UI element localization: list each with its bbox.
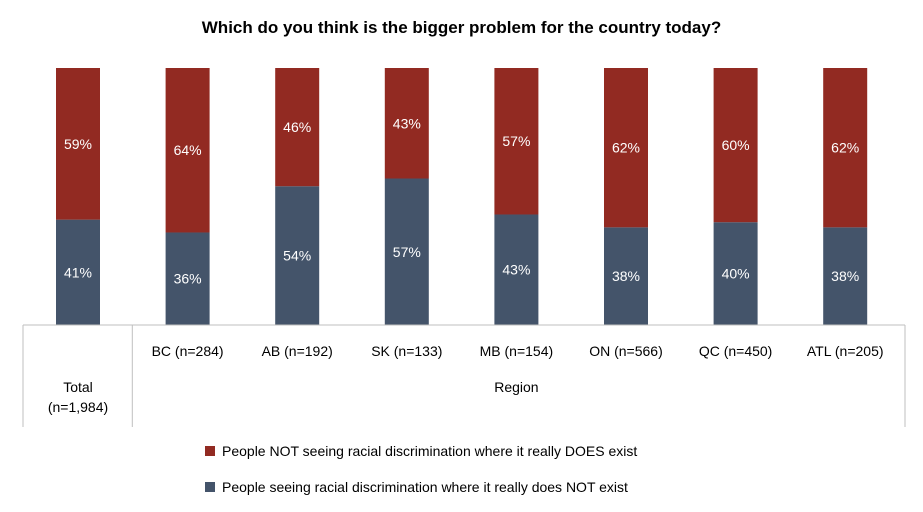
bar-segment-not-exist — [604, 227, 648, 325]
legend-swatch — [205, 482, 215, 492]
legend-label: People seeing racial discrimination wher… — [222, 479, 628, 495]
bar-segment-not-exist — [384, 178, 429, 325]
data-label: 64% — [174, 142, 202, 158]
legend: People NOT seeing racial discrimination … — [205, 440, 637, 512]
bar-segment-does-exist — [494, 68, 539, 215]
data-label: 43% — [502, 262, 530, 278]
category-axis: Total (n=1,984) BC (n=284) AB (n=192) SK (n=… — [22, 324, 906, 427]
bar-segment-does-exist — [384, 68, 429, 179]
legend-item: People NOT seeing racial discrimination … — [205, 440, 637, 462]
bar-segment-not-exist — [56, 219, 100, 325]
group-label: Region — [494, 379, 538, 395]
bar-segment-not-exist — [494, 214, 539, 325]
bar-segment-does-exist — [165, 68, 210, 233]
data-label: 62% — [612, 140, 640, 156]
bar-segment-does-exist — [604, 68, 648, 228]
data-label: 46% — [283, 119, 311, 135]
tick-label: BC (n=284) — [152, 343, 224, 359]
bars-layer: 41% 59% 36% 64% 54% 46% 57% 43% 43% 57% 38% 62% 40% 6… — [56, 68, 868, 325]
data-label: 54% — [283, 248, 311, 264]
data-label: 41% — [64, 264, 92, 280]
data-label: 38% — [831, 268, 859, 284]
tick-label: MB (n=154) — [480, 343, 554, 359]
legend-label: People NOT seeing racial discrimination … — [222, 443, 638, 459]
data-label: 60% — [722, 137, 750, 153]
bar-segment-not-exist — [275, 186, 320, 325]
data-label: 57% — [393, 244, 421, 260]
bar-segment-does-exist — [823, 68, 868, 228]
data-label: 57% — [502, 133, 530, 149]
tick-label: QC (n=450) — [699, 343, 773, 359]
data-label: 40% — [722, 266, 750, 282]
tick-label-total: Total — [63, 379, 93, 395]
tick-label: ON (n=566) — [589, 343, 663, 359]
legend-item: People seeing racial discrimination wher… — [205, 476, 637, 498]
tick-label: SK (n=133) — [371, 343, 442, 359]
chart-title: Which do you think is the bigger problem… — [201, 18, 722, 37]
tick-label: AB (n=192) — [262, 343, 333, 359]
data-label: 62% — [831, 140, 859, 156]
bar-segment-does-exist — [56, 68, 100, 220]
tick-label: ATL (n=205) — [807, 343, 884, 359]
legend-swatch — [205, 446, 215, 456]
data-label: 36% — [174, 271, 202, 287]
data-label: 43% — [393, 115, 421, 131]
bar-segment-not-exist — [713, 222, 758, 325]
tick-label-total: (n=1,984) — [48, 399, 108, 415]
bar-segment-not-exist — [823, 227, 868, 325]
data-label: 59% — [64, 136, 92, 152]
bar-segment-not-exist — [165, 232, 210, 325]
bar-segment-does-exist — [275, 68, 320, 187]
bar-segment-does-exist — [713, 68, 758, 223]
data-label: 38% — [612, 268, 640, 284]
